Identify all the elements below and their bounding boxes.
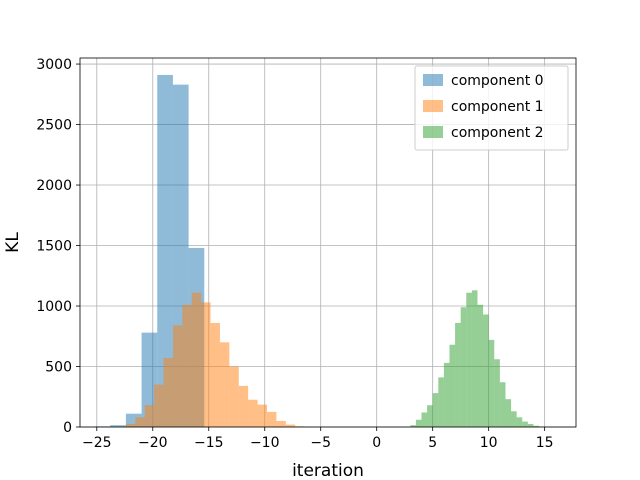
legend-swatch-0: [423, 74, 443, 86]
bar-s2-8: [449, 344, 456, 427]
bar-s1-17: [285, 424, 296, 427]
bar-s1-5: [172, 325, 183, 427]
bar-s1-13: [248, 399, 258, 427]
y-tick-label-5: 2500: [36, 118, 72, 134]
legend-label-1: component 1: [451, 99, 544, 115]
legend-swatch-1: [423, 100, 443, 112]
plot-frame: [79, 57, 577, 428]
bar-s1-7: [191, 292, 202, 427]
bar-s2-16: [494, 359, 500, 427]
bar-s0-3: [141, 332, 158, 427]
bar-s1-6: [182, 304, 192, 427]
bar-s2-1: [410, 425, 416, 427]
bar-s2-2: [415, 419, 422, 427]
bar-s1-0: [125, 423, 136, 427]
y-tick-label-4: 2000: [36, 178, 72, 194]
y-axis-label: KL: [3, 232, 23, 253]
bar-s2-23: [533, 425, 540, 427]
y-tick-label-0: 0: [63, 420, 72, 436]
bar-s2-9: [455, 322, 461, 427]
legend-swatch-2: [423, 126, 443, 138]
bar-s1-9: [210, 322, 220, 427]
x-tick-label-4: −5: [310, 435, 331, 451]
bar-s2-4: [427, 405, 433, 427]
bar-s2-21: [522, 421, 528, 427]
bar-s2-11: [466, 292, 472, 427]
legend-label-0: component 0: [451, 73, 544, 89]
bar-s2-12: [471, 290, 478, 427]
legend-box: [414, 65, 569, 151]
bar-s1-15: [266, 411, 277, 427]
bar-s2-7: [443, 362, 450, 427]
bar-s1-14: [257, 404, 267, 427]
bar-s1-3: [154, 384, 164, 427]
series-1: [125, 292, 324, 427]
y-tick-label-3: 1500: [36, 239, 72, 255]
x-tick-label-3: −10: [250, 435, 280, 451]
bar-s2-5: [432, 393, 439, 427]
bar-s2-6: [438, 377, 444, 427]
axis-ticks: −25 −20 −15 −10 −5 0 5 10 15 0 500 1000 1500 2000 2500…: [36, 57, 553, 451]
y-tick-label-6: 3000: [36, 57, 72, 73]
bar-s0-1: [110, 425, 126, 427]
x-tick-label-2: −15: [194, 435, 224, 451]
bar-s1-12: [238, 385, 249, 427]
bar-s2-13: [477, 304, 484, 427]
x-tick-label-7: 10: [480, 435, 498, 451]
bar-s0-4: [157, 74, 173, 427]
bar-s1-1: [135, 417, 145, 427]
bar-s2-18: [505, 399, 512, 427]
bar-s1-16: [276, 420, 286, 427]
bar-s1-11: [229, 366, 239, 427]
x-tick-label-0: −25: [82, 435, 112, 451]
x-tick-label-8: 15: [536, 435, 554, 451]
bar-s2-3: [421, 412, 428, 427]
bar-s1-4: [163, 358, 173, 427]
bar-s2-14: [483, 314, 489, 427]
legend-label-2: component 2: [451, 125, 544, 141]
x-axis-label: iteration: [292, 461, 364, 480]
x-tick-label-6: 5: [428, 435, 437, 451]
bar-s2-10: [460, 307, 467, 427]
bar-s2-19: [511, 411, 517, 427]
x-tick-label-5: 0: [372, 435, 381, 451]
series-2: [404, 290, 556, 427]
y-tick-label-2: 1000: [36, 299, 72, 315]
x-tick-label-1: −20: [138, 435, 168, 451]
bar-s2-15: [488, 339, 495, 427]
y-tick-label-1: 500: [45, 360, 72, 376]
bar-s2-20: [516, 417, 523, 427]
bar-s1-10: [219, 342, 230, 427]
bar-s2-17: [499, 382, 506, 427]
bars: [94, 74, 556, 427]
legend: component 0 component 1 component 2: [414, 65, 569, 151]
bar-s1-2: [144, 405, 155, 427]
bar-s2-22: [527, 423, 534, 427]
bar-s1-8: [201, 302, 211, 427]
